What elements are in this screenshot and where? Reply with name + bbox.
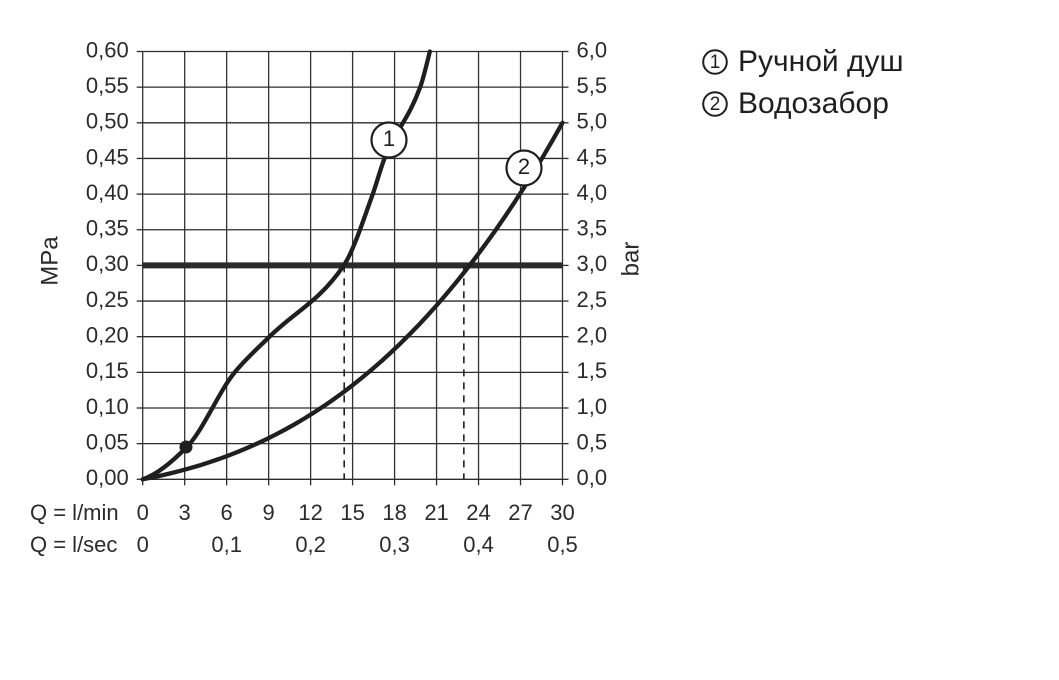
- svg-text:0,55: 0,55: [86, 73, 129, 98]
- svg-text:12: 12: [298, 500, 322, 525]
- svg-text:0,2: 0,2: [295, 532, 326, 557]
- svg-text:0,0: 0,0: [577, 465, 608, 490]
- svg-text:5,5: 5,5: [577, 73, 608, 98]
- svg-text:2: 2: [518, 154, 530, 179]
- svg-text:0,50: 0,50: [86, 109, 129, 134]
- svg-text:18: 18: [382, 500, 406, 525]
- svg-text:30: 30: [550, 500, 574, 525]
- svg-text:2,5: 2,5: [577, 287, 608, 312]
- svg-text:0,30: 0,30: [86, 251, 129, 276]
- svg-text:9: 9: [263, 500, 275, 525]
- svg-text:4,5: 4,5: [577, 144, 608, 169]
- svg-text:24: 24: [466, 500, 490, 525]
- svg-text:6: 6: [221, 500, 233, 525]
- svg-text:0,5: 0,5: [577, 429, 608, 454]
- svg-text:0: 0: [137, 500, 149, 525]
- svg-text:4,0: 4,0: [577, 180, 608, 205]
- svg-text:1,5: 1,5: [577, 358, 608, 383]
- svg-text:2,0: 2,0: [577, 323, 608, 348]
- svg-text:0,45: 0,45: [86, 144, 129, 169]
- svg-text:6,0: 6,0: [577, 37, 608, 62]
- svg-text:Q = l/min: Q = l/min: [30, 500, 119, 525]
- svg-text:0,40: 0,40: [86, 180, 129, 205]
- svg-text:0,4: 0,4: [463, 532, 494, 557]
- svg-text:15: 15: [340, 500, 364, 525]
- svg-text:1: 1: [383, 126, 395, 151]
- svg-text:5,0: 5,0: [577, 109, 608, 134]
- svg-text:0: 0: [137, 532, 149, 557]
- svg-text:MPa: MPa: [36, 236, 63, 286]
- svg-text:1: 1: [710, 52, 721, 73]
- svg-text:21: 21: [424, 500, 448, 525]
- svg-text:0,20: 0,20: [86, 323, 129, 348]
- svg-text:Водозабор: Водозабор: [738, 87, 889, 120]
- svg-text:0,35: 0,35: [86, 216, 129, 241]
- svg-text:3,5: 3,5: [577, 216, 608, 241]
- svg-text:0,00: 0,00: [86, 465, 129, 490]
- svg-text:3: 3: [179, 500, 191, 525]
- svg-text:1,0: 1,0: [577, 394, 608, 419]
- svg-text:0,10: 0,10: [86, 394, 129, 419]
- svg-text:0,3: 0,3: [379, 532, 410, 557]
- svg-text:bar: bar: [617, 242, 644, 277]
- svg-text:0,60: 0,60: [86, 37, 129, 62]
- svg-text:27: 27: [508, 500, 532, 525]
- svg-text:Q = l/sec: Q = l/sec: [30, 532, 117, 557]
- svg-text:0,5: 0,5: [547, 532, 578, 557]
- svg-text:3,0: 3,0: [577, 251, 608, 276]
- svg-text:0,15: 0,15: [86, 358, 129, 383]
- svg-text:0,05: 0,05: [86, 429, 129, 454]
- svg-text:0,25: 0,25: [86, 287, 129, 312]
- svg-text:2: 2: [710, 94, 721, 115]
- svg-text:0,1: 0,1: [211, 532, 242, 557]
- svg-text:Ручной душ: Ручной душ: [738, 45, 904, 78]
